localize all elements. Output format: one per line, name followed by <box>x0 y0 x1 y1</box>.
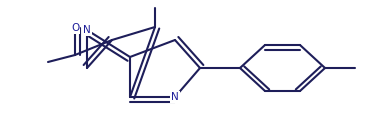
Text: O: O <box>71 23 79 33</box>
Text: N: N <box>171 92 179 102</box>
Text: N: N <box>83 25 91 35</box>
